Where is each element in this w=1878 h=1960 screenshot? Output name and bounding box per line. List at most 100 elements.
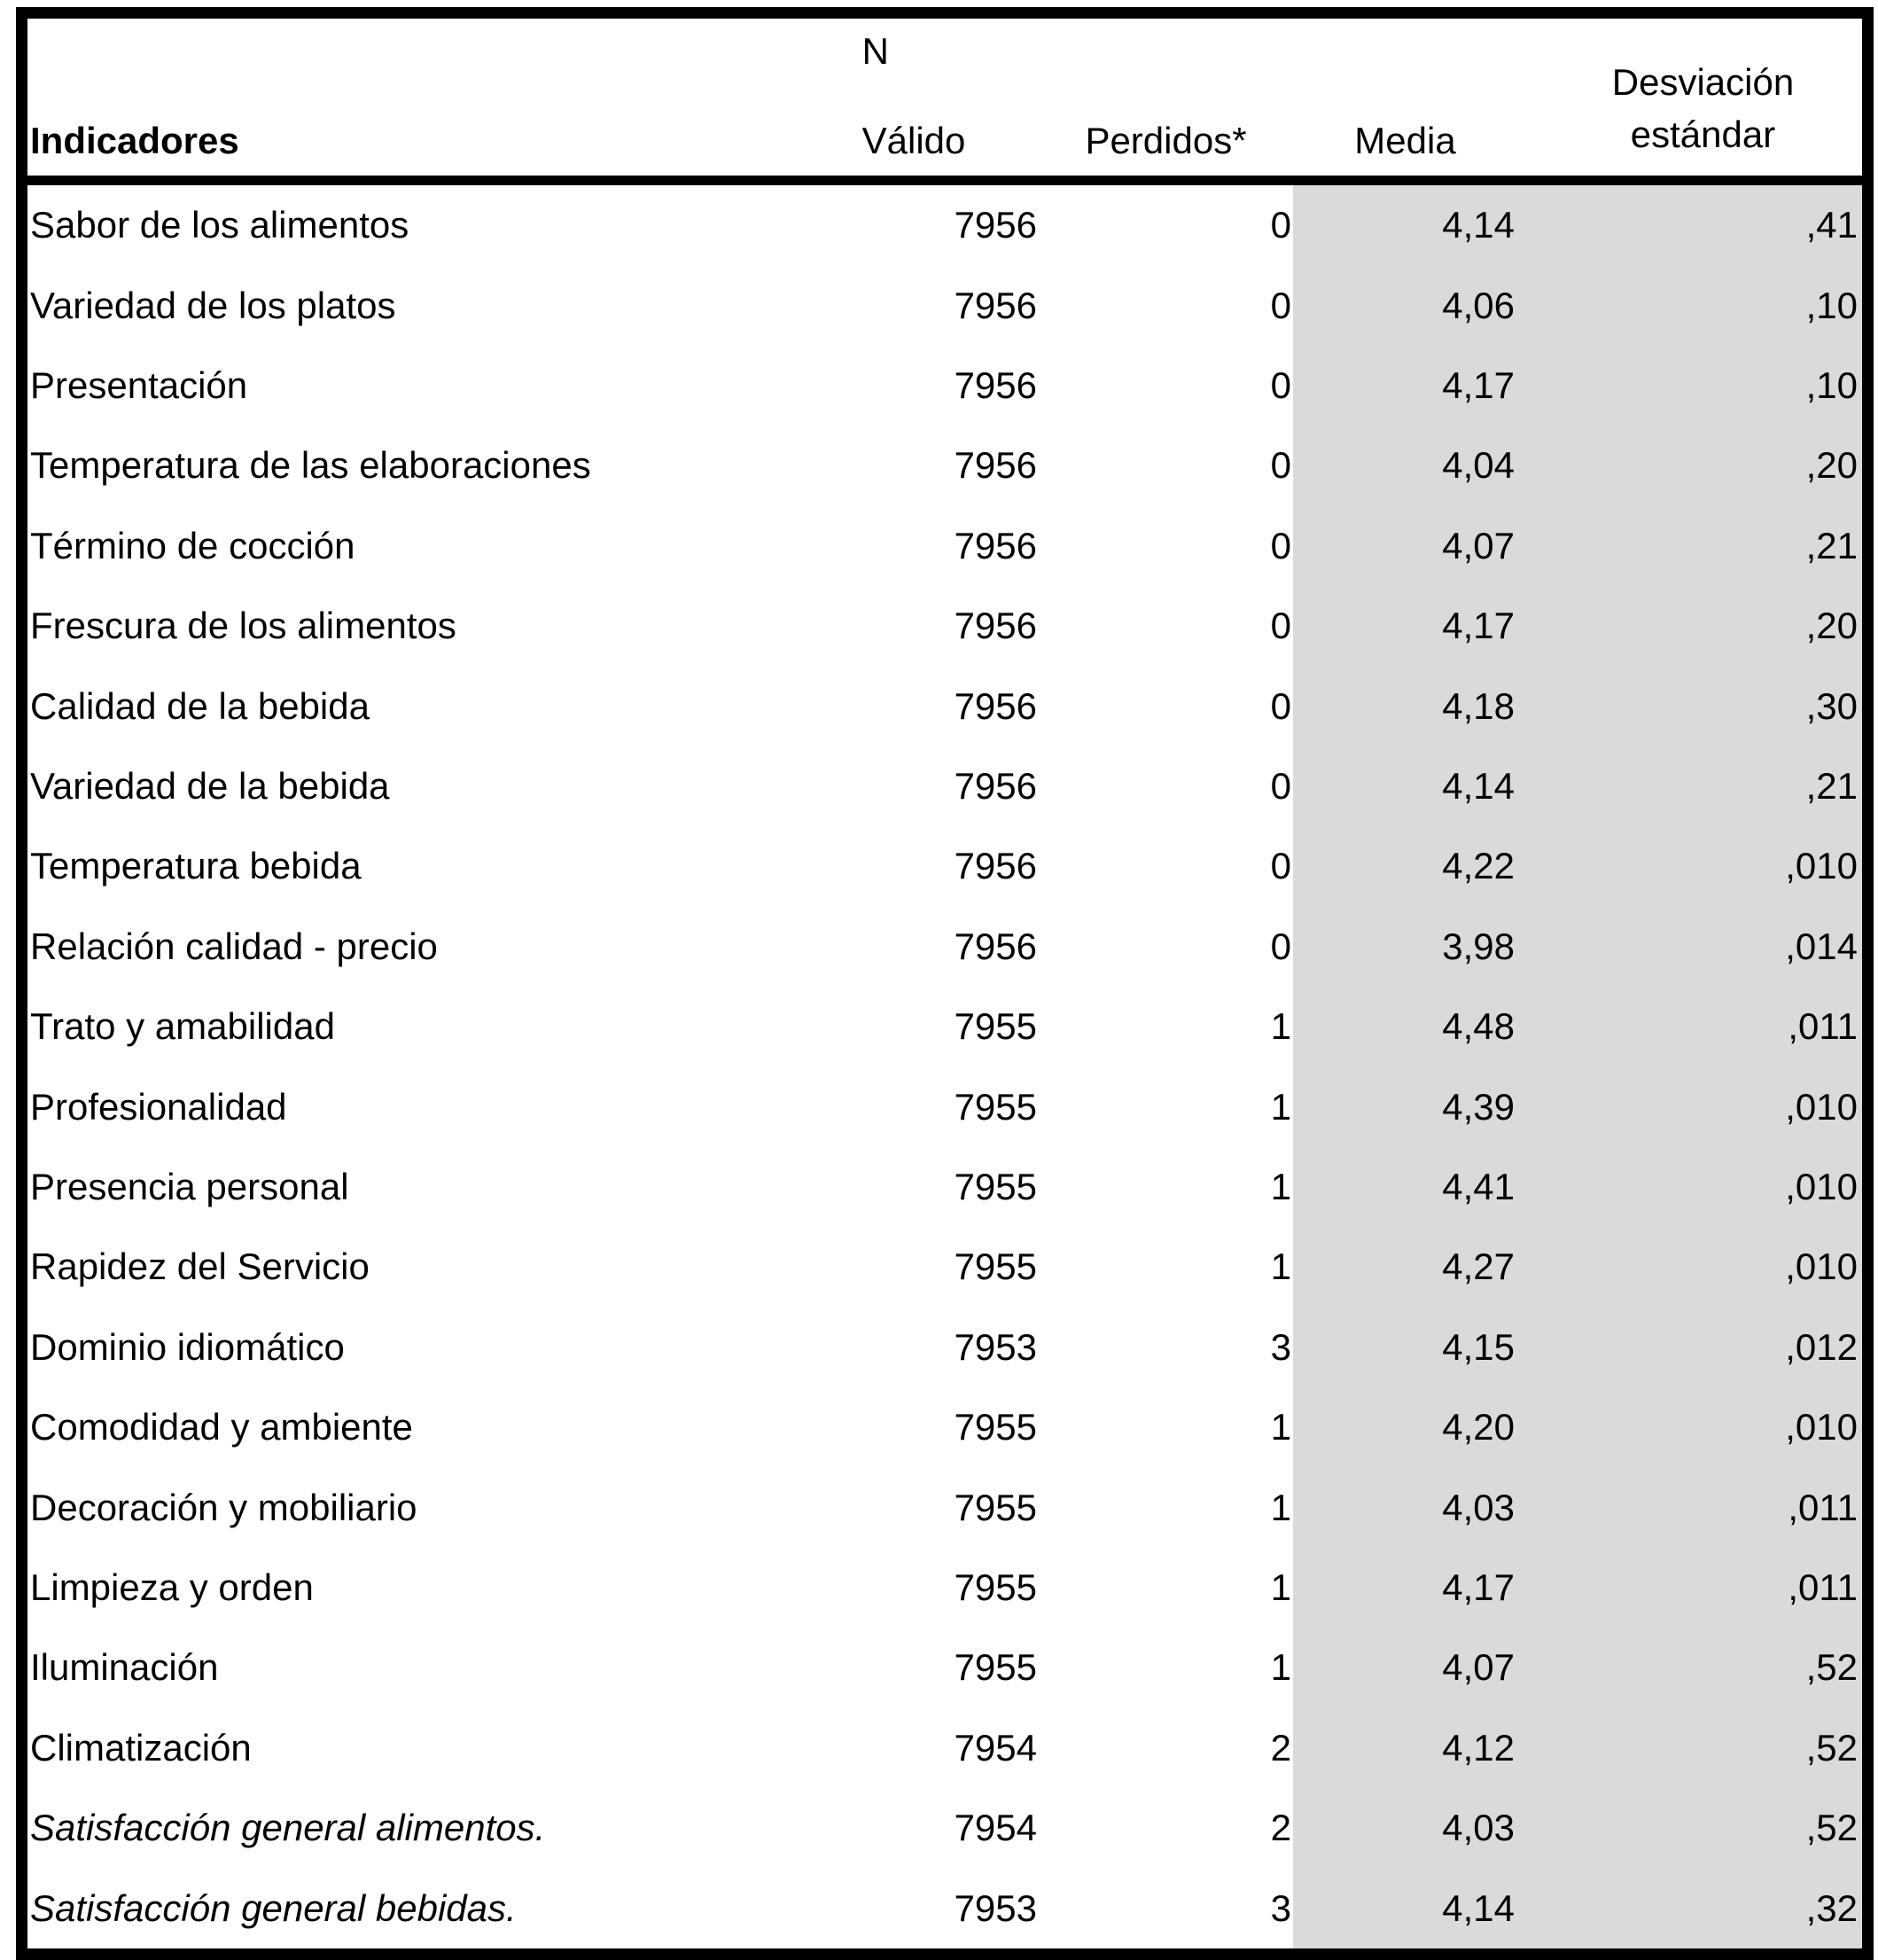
mean-value: 4,22 — [1442, 845, 1515, 887]
missing-count: 1 — [1270, 1566, 1291, 1609]
valid-count: 7956 — [954, 284, 1037, 326]
table-row: Profesionalidad 7955 1 4,39 ,010 — [27, 1066, 1862, 1146]
indicator-label: Calidad de la bebida — [30, 684, 370, 727]
std-value: ,20 — [1805, 444, 1858, 487]
indicator-label: Dominio idiomático — [30, 1325, 345, 1368]
valid-count: 7956 — [954, 684, 1037, 727]
indicator-label: Profesionalidad — [30, 1085, 287, 1128]
std-value: ,011 — [1788, 1566, 1858, 1609]
valid-count: 7955 — [954, 1085, 1037, 1128]
table-row: Temperatura bebida 7956 0 4,22 ,010 — [27, 826, 1862, 906]
mean-value: 4,17 — [1442, 605, 1515, 647]
indicator-label: Relación calidad - precio — [30, 925, 438, 967]
std-value: ,010 — [1785, 1406, 1858, 1449]
column-header-perdidos: Perdidos* — [1039, 19, 1293, 176]
mean-value: 4,06 — [1442, 284, 1515, 326]
indicator-label: Término de cocción — [30, 524, 355, 566]
table-row: Sabor de los alimentos 7956 0 4,14 ,41 — [27, 185, 1862, 265]
mean-value: 4,07 — [1442, 1646, 1515, 1689]
indicator-label: Satisfacción general alimentos. — [30, 1807, 546, 1849]
table-row: Climatización 7954 2 4,12 ,52 — [27, 1708, 1862, 1788]
missing-count: 0 — [1270, 363, 1291, 406]
mean-value: 4,17 — [1442, 363, 1515, 406]
table-row: Decoración y mobiliario 7955 1 4,03 ,011 — [27, 1468, 1862, 1548]
missing-count: 1 — [1270, 1646, 1291, 1689]
missing-count: 1 — [1270, 1486, 1291, 1528]
std-value: ,10 — [1805, 363, 1858, 406]
std-value: ,010 — [1785, 845, 1858, 887]
indicator-label: Variedad de los platos — [30, 284, 396, 326]
mean-value: 4,14 — [1442, 1886, 1515, 1929]
valid-count: 7956 — [954, 845, 1037, 887]
valid-count: 7956 — [954, 524, 1037, 566]
n-valido-block: N Válido — [862, 19, 966, 176]
indicator-label: Temperatura bebida — [30, 845, 362, 887]
column-header-n-label: N — [861, 30, 889, 72]
mean-value: 3,98 — [1442, 925, 1515, 967]
valid-count: 7955 — [954, 1486, 1037, 1528]
indicator-label: Iluminación — [30, 1646, 219, 1689]
std-value: ,52 — [1805, 1646, 1858, 1689]
missing-count: 1 — [1270, 1085, 1291, 1128]
table-row: Variedad de la bebida 7956 0 4,14 ,21 — [27, 746, 1862, 826]
valid-count: 7953 — [954, 1886, 1037, 1929]
std-value: ,52 — [1805, 1807, 1858, 1849]
mean-value: 4,04 — [1442, 444, 1515, 487]
table-row: Temperatura de las elaboraciones 7956 0 … — [27, 426, 1862, 505]
table-header-row: Indicadores N Válido Perdidos* Media Des… — [27, 19, 1862, 185]
valid-count: 7956 — [954, 444, 1037, 487]
mean-value: 4,17 — [1442, 1566, 1515, 1609]
valid-count: 7955 — [954, 1165, 1037, 1207]
column-header-valido-label: Válido — [861, 119, 966, 161]
mean-value: 4,27 — [1442, 1245, 1515, 1288]
valid-count: 7956 — [954, 925, 1037, 967]
table-row: Relación calidad - precio 7956 0 3,98 ,0… — [27, 907, 1862, 987]
indicator-label: Variedad de la bebida — [30, 764, 390, 807]
missing-count: 0 — [1270, 284, 1291, 326]
indicator-label: Climatización — [30, 1726, 252, 1769]
missing-count: 1 — [1270, 1165, 1291, 1207]
valid-count: 7955 — [954, 1406, 1037, 1449]
std-value: ,014 — [1785, 925, 1858, 967]
table-row: Variedad de los platos 7956 0 4,06 ,10 — [27, 265, 1862, 345]
table-row: Término de cocción 7956 0 4,07 ,21 — [27, 506, 1862, 586]
valid-count: 7955 — [954, 1005, 1037, 1048]
indicator-label: Satisfacción general bebidas. — [30, 1886, 517, 1929]
std-value: ,20 — [1805, 605, 1858, 647]
column-header-n-valido: N Válido — [771, 19, 1039, 176]
indicator-label: Presentación — [30, 363, 248, 406]
std-value: ,30 — [1805, 684, 1858, 727]
std-value: ,012 — [1785, 1325, 1858, 1368]
valid-count: 7954 — [954, 1726, 1037, 1769]
indicator-label: Presencia personal — [30, 1165, 349, 1207]
missing-count: 3 — [1270, 1325, 1291, 1368]
valid-count: 7956 — [954, 764, 1037, 807]
valid-count: 7954 — [954, 1807, 1037, 1849]
mean-value: 4,07 — [1442, 524, 1515, 566]
indicator-label: Trato y amabilidad — [30, 1005, 335, 1048]
column-header-media: Media — [1293, 19, 1517, 176]
missing-count: 1 — [1270, 1005, 1291, 1048]
column-header-indicadores-label: Indicadores — [30, 119, 239, 161]
missing-count: 3 — [1270, 1886, 1291, 1929]
table-row: Presentación 7956 0 4,17 ,10 — [27, 346, 1862, 426]
std-value: ,010 — [1785, 1085, 1858, 1128]
mean-value: 4,48 — [1442, 1005, 1515, 1048]
mean-value: 4,15 — [1442, 1325, 1515, 1368]
column-header-media-label: Media — [1354, 119, 1456, 161]
table-row: Satisfacción general bebidas. 7953 3 4,1… — [27, 1869, 1862, 1948]
std-value: ,011 — [1788, 1005, 1858, 1048]
indicator-label: Temperatura de las elaboraciones — [30, 444, 591, 487]
column-header-desviacion-line2: estándar — [1630, 113, 1776, 156]
valid-count: 7955 — [954, 1245, 1037, 1288]
std-value: ,011 — [1788, 1486, 1858, 1528]
missing-count: 1 — [1270, 1245, 1291, 1288]
std-value: ,21 — [1805, 764, 1858, 807]
table-row: Rapidez del Servicio 7955 1 4,27 ,010 — [27, 1227, 1862, 1307]
indicator-label: Decoración y mobiliario — [30, 1486, 417, 1528]
valid-count: 7953 — [954, 1325, 1037, 1368]
missing-count: 0 — [1270, 204, 1291, 246]
indicator-label: Comodidad y ambiente — [30, 1406, 413, 1449]
valid-count: 7956 — [954, 204, 1037, 246]
